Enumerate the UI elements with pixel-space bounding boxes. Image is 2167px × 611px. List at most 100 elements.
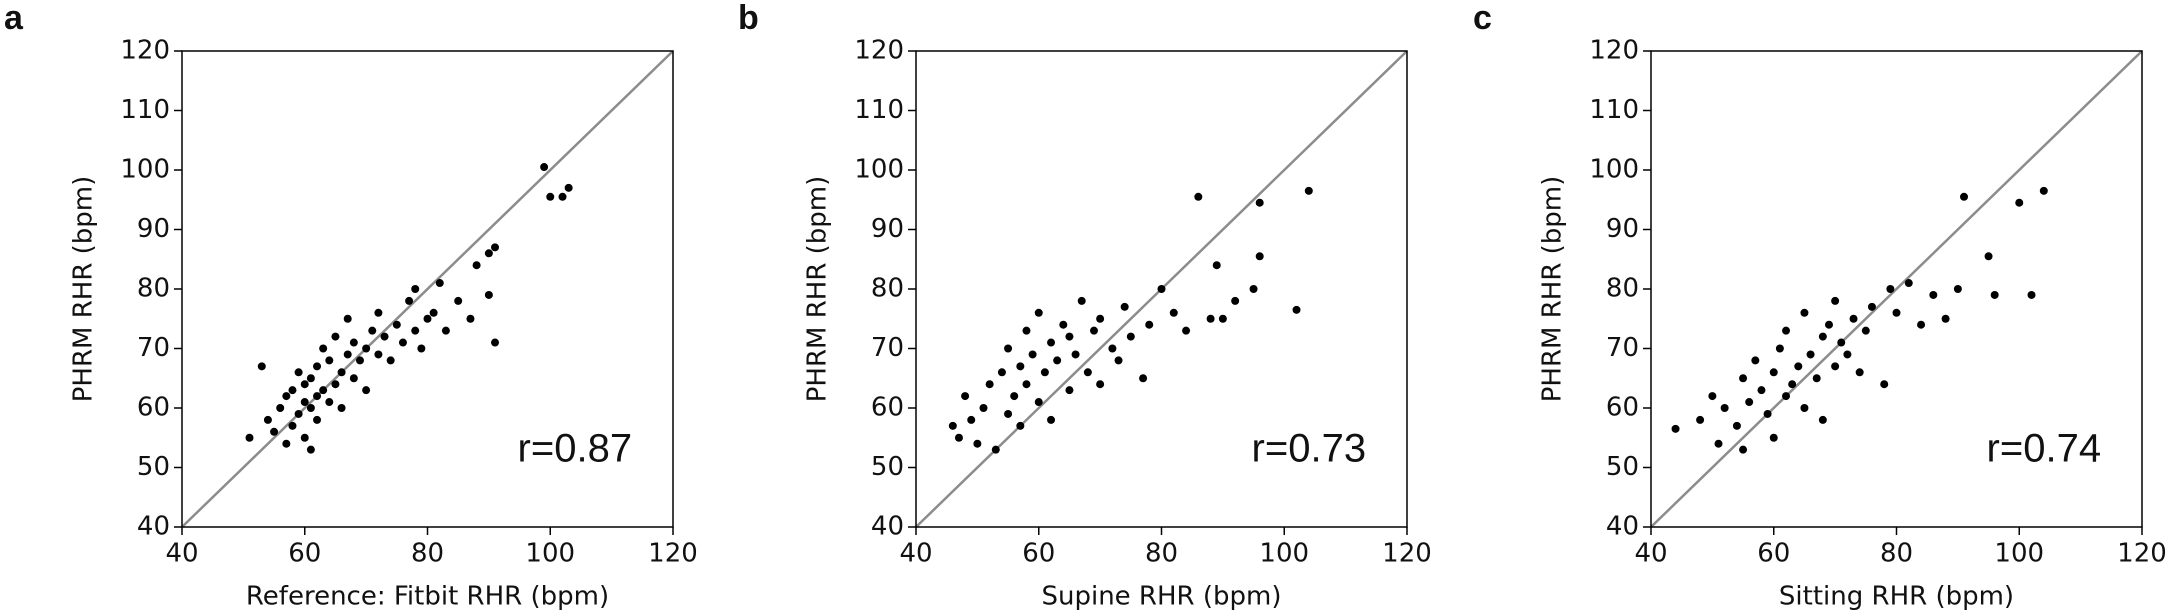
point bbox=[1139, 374, 1148, 383]
point bbox=[1757, 386, 1766, 395]
point bbox=[349, 374, 358, 383]
point bbox=[294, 409, 303, 418]
plot-frame bbox=[181, 50, 674, 528]
point bbox=[1016, 421, 1025, 430]
point bbox=[398, 338, 407, 347]
point bbox=[1231, 296, 1240, 305]
y-tick-label: 70 bbox=[871, 333, 904, 363]
point bbox=[1917, 320, 1926, 329]
y-tick-label: 80 bbox=[137, 274, 170, 304]
y-tick-label: 120 bbox=[1589, 36, 1639, 66]
point bbox=[405, 296, 414, 305]
point bbox=[331, 332, 340, 341]
point bbox=[540, 163, 549, 172]
point bbox=[417, 344, 426, 353]
point bbox=[1028, 350, 1037, 359]
point bbox=[1194, 192, 1203, 201]
y-tick-label: 40 bbox=[137, 512, 170, 542]
point bbox=[282, 392, 291, 401]
point bbox=[1034, 398, 1043, 407]
point bbox=[1800, 308, 1809, 317]
point bbox=[270, 427, 279, 436]
point bbox=[961, 392, 970, 401]
y-tick-label: 60 bbox=[1606, 393, 1639, 423]
point bbox=[484, 290, 493, 299]
point bbox=[1077, 296, 1086, 305]
point bbox=[1089, 326, 1098, 335]
point bbox=[1763, 409, 1772, 418]
point bbox=[1145, 320, 1154, 329]
point bbox=[1849, 314, 1858, 323]
x-tick-label: 100 bbox=[1994, 539, 2044, 569]
point bbox=[429, 308, 438, 317]
y-tick-label: 80 bbox=[871, 274, 904, 304]
point bbox=[374, 350, 383, 359]
point bbox=[2015, 198, 2024, 207]
y-tick-label: 40 bbox=[1606, 512, 1639, 542]
point bbox=[1004, 344, 1013, 353]
point bbox=[288, 421, 297, 430]
point bbox=[1769, 368, 1778, 377]
point bbox=[954, 433, 963, 442]
point bbox=[491, 338, 500, 347]
point bbox=[1880, 380, 1889, 389]
point bbox=[423, 314, 432, 323]
point bbox=[484, 249, 493, 258]
point bbox=[973, 439, 982, 448]
point bbox=[306, 374, 315, 383]
point bbox=[1806, 350, 1815, 359]
x-tick-label: 40 bbox=[165, 539, 198, 569]
point bbox=[1255, 252, 1264, 261]
identity-line bbox=[1650, 50, 2143, 528]
y-axis-label: PHRM RHR (bpm) bbox=[803, 176, 833, 403]
point bbox=[1818, 415, 1827, 424]
y-tick-label: 100 bbox=[854, 155, 904, 185]
point bbox=[1739, 445, 1748, 454]
y-tick-label: 70 bbox=[1606, 333, 1639, 363]
y-tick-label: 60 bbox=[871, 393, 904, 423]
point bbox=[1720, 404, 1729, 412]
point bbox=[411, 326, 420, 335]
point bbox=[2039, 186, 2048, 195]
point bbox=[1292, 305, 1301, 314]
point bbox=[1818, 332, 1827, 341]
point bbox=[1065, 332, 1074, 341]
point bbox=[300, 380, 309, 389]
point bbox=[1843, 350, 1852, 359]
point bbox=[1022, 380, 1031, 389]
point bbox=[1794, 362, 1803, 371]
y-tick-label: 120 bbox=[120, 36, 170, 66]
point bbox=[1120, 302, 1129, 311]
point bbox=[1929, 290, 1938, 299]
correlation-annotation: r=0.73 bbox=[1252, 426, 1367, 470]
point bbox=[1831, 296, 1840, 305]
point bbox=[319, 344, 328, 353]
y-tick-label: 110 bbox=[120, 95, 170, 125]
y-tick-label: 80 bbox=[1606, 274, 1639, 304]
point bbox=[1053, 356, 1062, 365]
point bbox=[2027, 290, 2036, 299]
point bbox=[979, 404, 988, 412]
point bbox=[1782, 326, 1791, 335]
point bbox=[1218, 314, 1227, 323]
x-tick-label: 120 bbox=[648, 539, 698, 569]
point bbox=[1047, 415, 1056, 424]
point bbox=[1812, 374, 1821, 383]
point bbox=[1751, 356, 1760, 365]
point bbox=[331, 380, 340, 389]
point bbox=[564, 183, 573, 192]
point bbox=[1182, 326, 1191, 335]
point bbox=[325, 398, 334, 407]
point bbox=[313, 392, 322, 401]
point bbox=[1059, 320, 1068, 329]
point bbox=[1065, 386, 1074, 395]
point bbox=[1769, 433, 1778, 442]
point bbox=[1941, 314, 1950, 323]
x-axis-label: Sitting RHR (bpm) bbox=[1779, 582, 2014, 611]
point bbox=[1071, 350, 1080, 359]
panel-label: a bbox=[4, 0, 24, 37]
point bbox=[1157, 285, 1166, 293]
correlation-annotation: r=0.87 bbox=[518, 426, 633, 470]
identity-line bbox=[181, 50, 674, 528]
